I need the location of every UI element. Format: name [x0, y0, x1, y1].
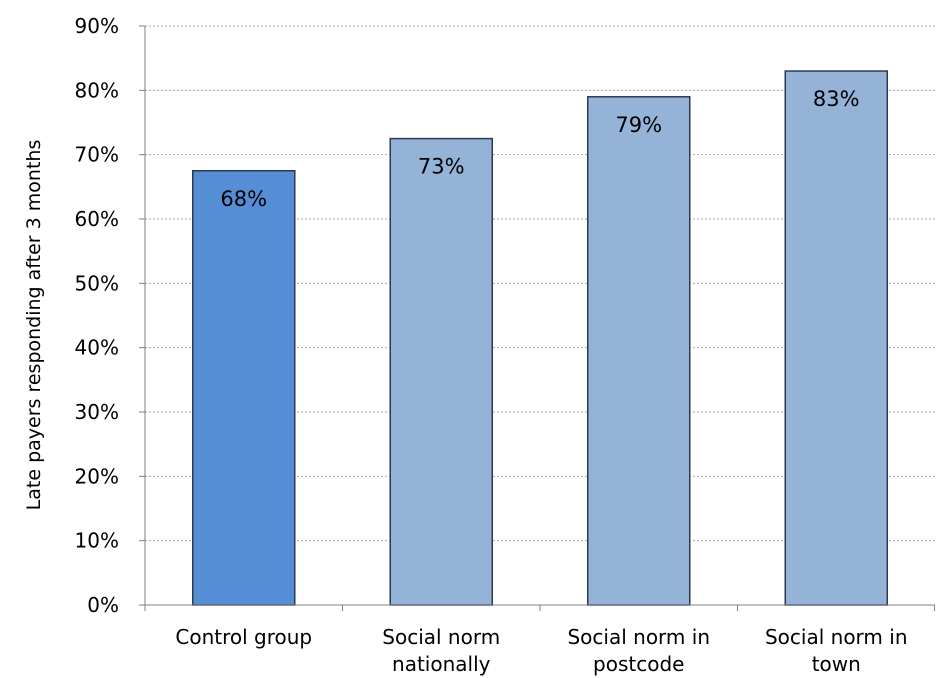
bar: [587, 96, 691, 606]
data-label: 68%: [220, 187, 267, 211]
bar: [192, 170, 296, 606]
x-category-label: Social norm nationally: [382, 625, 500, 676]
y-tick-label: 50%: [75, 271, 119, 295]
bars: [192, 70, 888, 606]
y-tick-label: 90%: [75, 14, 119, 38]
y-axis-title: Late payers responding after 3 months: [23, 140, 45, 511]
y-tick-label: 70%: [75, 143, 119, 167]
y-tick-label: 10%: [75, 529, 119, 553]
y-tick-label: 20%: [75, 464, 119, 488]
x-category-label: Control group: [175, 625, 312, 649]
y-tick-label: 0%: [87, 593, 119, 617]
y-tick-label: 30%: [75, 400, 119, 424]
y-tick-label: 80%: [75, 78, 119, 102]
y-tick-label: 60%: [75, 207, 119, 231]
data-label: 73%: [418, 155, 465, 179]
y-tick-label: 40%: [75, 336, 119, 360]
bar: [389, 137, 493, 606]
data-label: 83%: [813, 87, 860, 111]
labels: 0% 10% 20% 30% 40% 50% 60% 70% 80% 90% 68% Control …: [75, 14, 908, 676]
axes: [139, 25, 935, 611]
bar: [784, 70, 888, 606]
x-category-label: Social norm in town: [765, 625, 908, 676]
data-label: 79%: [615, 113, 662, 137]
x-category-label: Social norm in postcode: [567, 625, 710, 676]
